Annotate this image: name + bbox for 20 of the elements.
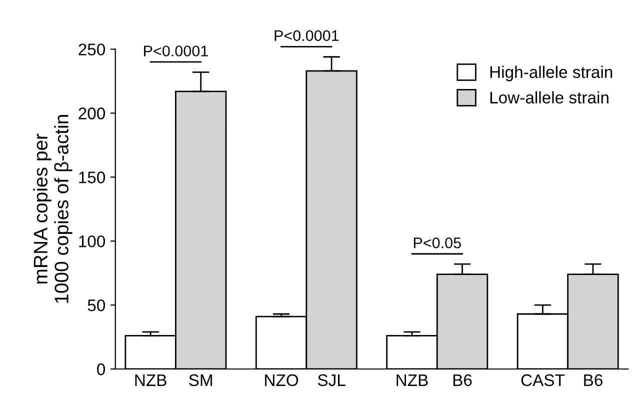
x-tick-label: NZO bbox=[265, 374, 298, 386]
x-tick-label: CAST bbox=[521, 374, 565, 386]
y-tick-label: 50 bbox=[88, 299, 106, 312]
y-tick-label: 250 bbox=[78, 44, 106, 56]
x-tick-label: B6 bbox=[584, 374, 602, 386]
x-tick-label: NZB bbox=[135, 374, 166, 386]
y-tick-label: 150 bbox=[79, 172, 106, 184]
x-tick-label: SJL bbox=[318, 374, 346, 386]
text: P<0.0001 bbox=[274, 30, 339, 42]
x-tick-label: B6 bbox=[453, 374, 472, 386]
annotation: P<0.05 bbox=[414, 237, 461, 248]
legend-label: Low-allele strain bbox=[490, 91, 608, 104]
x-tick-label: NZB bbox=[396, 374, 428, 386]
y-tick-label: 200 bbox=[78, 108, 106, 120]
y-axis-title: mRNA copies per 1000 copies of β-actin bbox=[33, 115, 72, 303]
x-tick-label: SM bbox=[189, 374, 212, 386]
legend-label: High-allele strain bbox=[490, 66, 612, 82]
annotation: P<0.0001 bbox=[144, 46, 208, 56]
y-tick-label: 100 bbox=[79, 235, 106, 248]
y-tick-label: 0 bbox=[97, 363, 106, 376]
